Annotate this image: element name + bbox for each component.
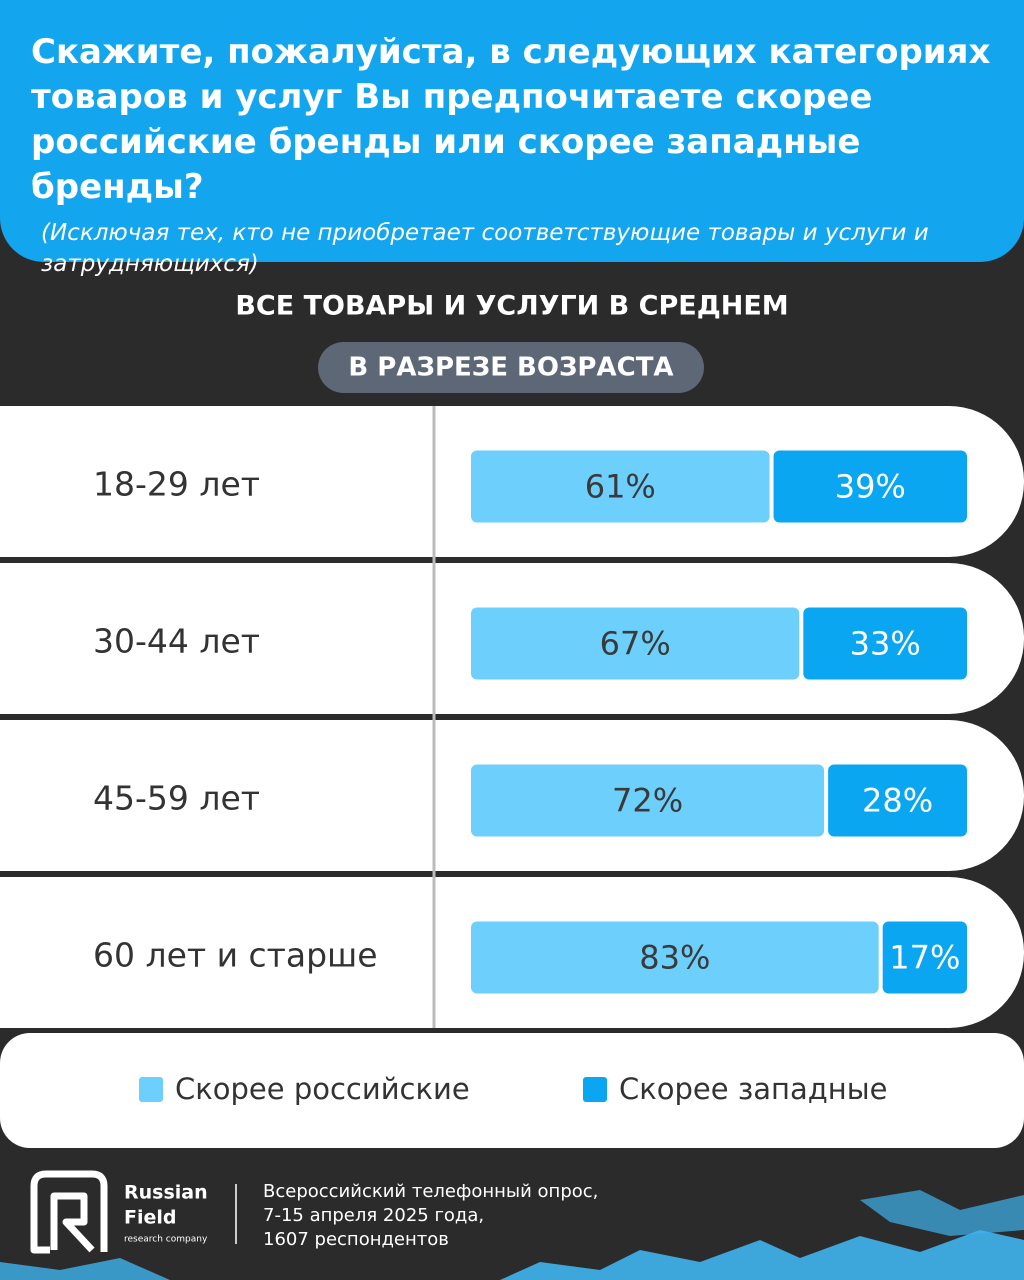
category-label: 18-29 лет [93,465,260,504]
value-label: 17% [889,939,960,977]
value-label: 33% [850,625,921,663]
bar-segment [471,764,825,837]
legend-label: Скорее российские [175,1072,470,1106]
value-label: 83% [639,939,710,977]
value-label: 67% [600,625,671,663]
value-label: 28% [862,782,933,820]
decor [0,1190,1024,1280]
value-label: 72% [612,782,683,820]
bar-segment [471,921,879,994]
brand-line: Russian [124,1182,208,1204]
section-subheading: В РАЗРЕЗЕ ВОЗРАСТА [348,353,673,383]
legend-box [0,1033,1024,1148]
brand-sub: research company [124,1235,208,1245]
rows: 18-29 лет 61% 39% 30-44 лет 67% 33% 45-59 лет 7… [0,406,1024,1028]
pill [318,342,704,393]
bar-segment [803,607,967,680]
value-label: 39% [835,468,906,506]
footnote: 7-15 апреля 2025 года, [263,1205,484,1226]
bar-segment [773,450,967,523]
bar-segment [828,764,967,837]
value-label: 61% [585,468,656,506]
category-label: 60 лет и старше [93,936,378,975]
footnote: 1607 респондентов [263,1229,449,1250]
bar-segment [471,607,800,680]
logo [30,1170,108,1254]
brand-line: Field [124,1207,177,1229]
section-heading: ВСЕ ТОВАРЫ И УСЛУГИ В СРЕДНЕМ [235,291,788,322]
bar-segment [882,921,967,994]
chart-subtitle: (Исключая тех, кто не приобретает соотве… [41,220,929,277]
legend: Скорее российские Скорее западные [139,1072,888,1106]
legend-swatch [139,1077,163,1102]
chart-title: Скажите, пожалуйста, в следующих категор… [31,32,991,207]
bar-segment [471,450,770,523]
legend-swatch [583,1077,607,1102]
category-label: 30-44 лет [93,622,260,661]
footnote: Всероссийский телефонный опрос, [263,1181,598,1202]
legend-label: Скорее западные [619,1072,888,1106]
category-label: 45-59 лет [93,779,260,818]
header: Скажите, пожалуйста, в следующих категор… [0,0,1024,277]
